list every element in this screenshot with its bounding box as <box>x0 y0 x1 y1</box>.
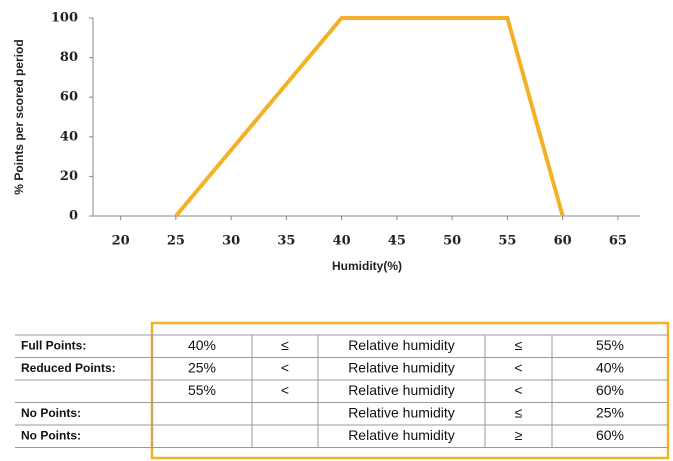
table-cell: Relative humidity <box>348 404 455 420</box>
x-tick-label: 55 <box>498 234 516 249</box>
table-cell: ≤ <box>515 404 523 420</box>
table-cell: 60% <box>596 382 624 398</box>
table-cell: < <box>281 382 289 398</box>
x-tick-label: 60 <box>554 234 572 249</box>
row-label: Reduced Points: <box>21 361 116 375</box>
row-label: No Points: <box>21 406 81 420</box>
x-tick-label: 20 <box>112 234 130 249</box>
table-cell: 55% <box>596 337 624 353</box>
y-tick-label: 80 <box>60 50 78 65</box>
table-cell: Relative humidity <box>348 427 455 443</box>
table-cell: 40% <box>188 337 216 353</box>
table-cell: < <box>514 359 522 375</box>
y-axis-label: % Points per scored period <box>12 39 26 194</box>
y-tick-label: 100 <box>51 11 78 26</box>
y-tick-label: 0 <box>69 209 78 224</box>
table-cell: 25% <box>188 359 216 375</box>
table-cell: ≤ <box>281 337 289 353</box>
table-cell: < <box>281 359 289 375</box>
table-cell: ≥ <box>515 427 523 443</box>
table-cell: Relative humidity <box>348 337 455 353</box>
y-tick-label: 20 <box>60 169 78 184</box>
x-tick-label: 65 <box>609 234 627 249</box>
table-cell: Relative humidity <box>348 382 455 398</box>
table-cell: < <box>514 382 522 398</box>
x-tick-label: 35 <box>277 234 295 249</box>
x-tick-label: 30 <box>222 234 240 249</box>
table-cell: 40% <box>596 359 624 375</box>
table-cell: ≤ <box>515 337 523 353</box>
row-label: Full Points: <box>21 338 86 352</box>
table-cell: 55% <box>188 382 216 398</box>
x-tick-label: 40 <box>333 234 351 249</box>
table-cell: 25% <box>596 404 624 420</box>
x-tick-label: 45 <box>388 234 406 249</box>
x-tick-label: 50 <box>443 234 461 249</box>
table-cell: 60% <box>596 427 624 443</box>
x-tick-label: 25 <box>167 234 185 249</box>
x-axis-label: Humidity(%) <box>332 259 402 273</box>
table-cell: Relative humidity <box>348 359 455 375</box>
y-tick-label: 60 <box>60 90 78 105</box>
line <box>174 16 565 218</box>
row-label: No Points: <box>21 428 81 442</box>
y-tick-label: 40 <box>60 129 78 144</box>
